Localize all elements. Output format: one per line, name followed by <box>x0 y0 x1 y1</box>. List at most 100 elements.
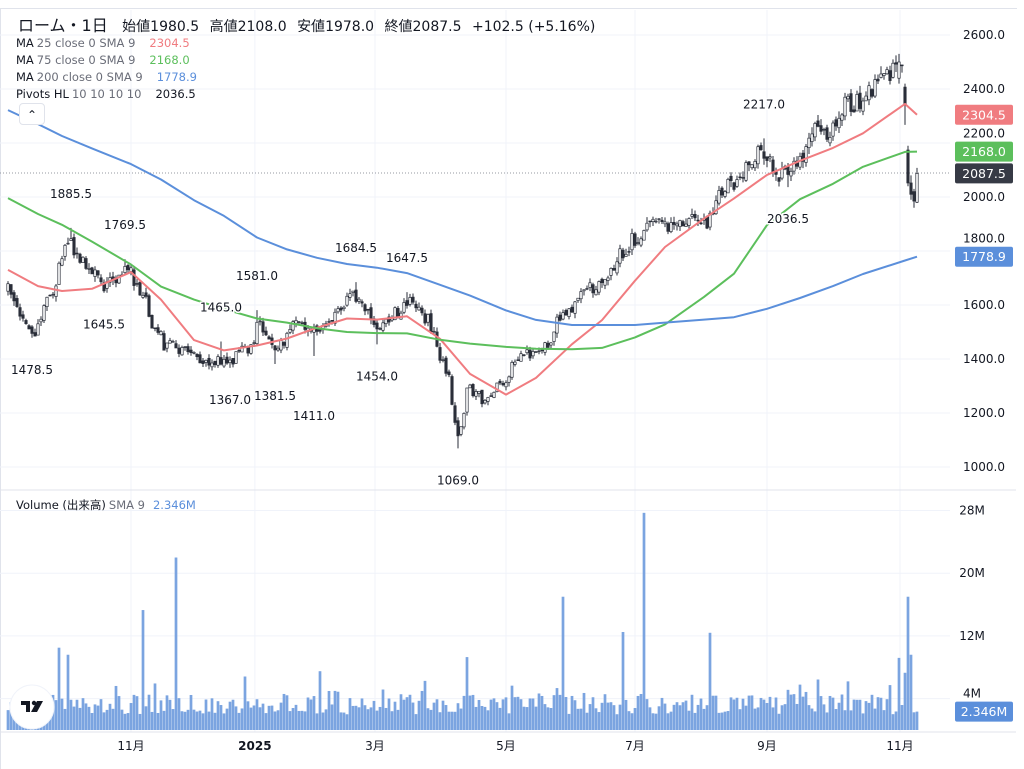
candle[interactable] <box>222 354 226 368</box>
candle[interactable] <box>42 304 46 324</box>
candle[interactable] <box>171 339 175 343</box>
candle[interactable] <box>162 330 166 351</box>
candle[interactable] <box>792 157 796 175</box>
candle[interactable] <box>627 246 631 257</box>
candle[interactable] <box>345 292 349 307</box>
candle[interactable] <box>498 379 502 386</box>
candle[interactable] <box>138 281 142 296</box>
candle[interactable] <box>453 402 457 426</box>
candle[interactable] <box>12 290 16 306</box>
candle[interactable] <box>753 159 757 172</box>
candle[interactable] <box>723 189 727 199</box>
candle[interactable] <box>273 345 277 364</box>
candle[interactable] <box>894 55 898 73</box>
candle[interactable] <box>690 208 694 219</box>
candle[interactable] <box>828 131 832 147</box>
candle[interactable] <box>267 335 271 340</box>
candle[interactable] <box>681 219 685 227</box>
candle[interactable] <box>789 167 793 182</box>
candle[interactable] <box>576 297 580 303</box>
candle[interactable] <box>63 243 67 261</box>
candle[interactable] <box>195 353 199 361</box>
candle[interactable] <box>840 112 844 126</box>
candle[interactable] <box>36 319 40 336</box>
candle[interactable] <box>360 299 364 308</box>
candle[interactable] <box>726 177 730 194</box>
candle[interactable] <box>291 320 295 335</box>
candle[interactable] <box>174 340 178 349</box>
candle[interactable] <box>75 247 79 259</box>
candle[interactable] <box>24 318 28 325</box>
candle[interactable] <box>477 390 481 398</box>
candle[interactable] <box>591 282 595 298</box>
candle[interactable] <box>339 306 343 315</box>
candle[interactable] <box>837 111 841 133</box>
candle[interactable] <box>354 282 358 304</box>
candle[interactable] <box>177 344 181 358</box>
candle[interactable] <box>186 343 190 355</box>
candle[interactable] <box>582 289 586 296</box>
candle[interactable] <box>219 341 223 366</box>
candle[interactable] <box>180 345 184 356</box>
candle[interactable] <box>135 279 139 287</box>
candle[interactable] <box>825 124 829 143</box>
candle[interactable] <box>597 280 601 296</box>
candle[interactable] <box>663 217 667 228</box>
legend-pivots[interactable]: Pivots HL 10 10 10 10 2036.5 <box>16 87 196 101</box>
candle[interactable] <box>39 316 43 327</box>
candle[interactable] <box>369 303 373 325</box>
candle[interactable] <box>357 296 361 305</box>
candle[interactable] <box>450 374 454 406</box>
candle[interactable] <box>408 293 412 307</box>
candle[interactable] <box>834 116 838 131</box>
candle[interactable] <box>192 351 196 355</box>
candle[interactable] <box>819 119 823 135</box>
candle[interactable] <box>60 255 64 267</box>
candle[interactable] <box>165 342 169 353</box>
candle[interactable] <box>531 349 535 359</box>
candle[interactable] <box>564 308 568 316</box>
candle[interactable] <box>399 310 403 320</box>
candle[interactable] <box>381 318 385 333</box>
candle[interactable] <box>468 383 472 389</box>
candle[interactable] <box>81 256 85 263</box>
candle[interactable] <box>336 306 340 314</box>
candle[interactable] <box>204 359 208 367</box>
candle[interactable] <box>573 300 577 319</box>
candle[interactable] <box>294 316 298 328</box>
candle[interactable] <box>762 138 766 165</box>
candle[interactable] <box>348 288 352 301</box>
candle[interactable] <box>618 244 622 268</box>
candle[interactable] <box>126 264 130 273</box>
candle[interactable] <box>315 324 319 336</box>
candle[interactable] <box>729 172 733 188</box>
legend-ma25[interactable]: MA 25 close 0 SMA 9 2304.5 <box>16 36 190 50</box>
candle[interactable] <box>447 369 451 378</box>
candle[interactable] <box>414 300 418 313</box>
candle[interactable] <box>420 305 424 316</box>
candle[interactable] <box>756 144 760 169</box>
candle[interactable] <box>615 257 619 276</box>
candle[interactable] <box>492 391 496 399</box>
candle[interactable] <box>366 308 370 315</box>
candle[interactable] <box>810 127 814 147</box>
candle[interactable] <box>750 164 754 170</box>
candle[interactable] <box>255 310 259 346</box>
candle[interactable] <box>669 217 673 234</box>
candle[interactable] <box>621 247 625 261</box>
candle[interactable] <box>720 186 724 198</box>
candle[interactable] <box>660 217 664 225</box>
candle[interactable] <box>744 160 748 182</box>
candle[interactable] <box>417 302 421 311</box>
candle[interactable] <box>342 305 346 312</box>
candle[interactable] <box>27 324 31 330</box>
candle[interactable] <box>210 359 214 371</box>
candle[interactable] <box>96 270 100 279</box>
candle[interactable] <box>843 92 847 121</box>
candle[interactable] <box>429 309 433 334</box>
candle[interactable] <box>600 277 604 288</box>
candle[interactable] <box>579 288 583 304</box>
candle[interactable] <box>534 350 538 353</box>
candle[interactable] <box>585 285 589 291</box>
candle[interactable] <box>864 91 868 102</box>
